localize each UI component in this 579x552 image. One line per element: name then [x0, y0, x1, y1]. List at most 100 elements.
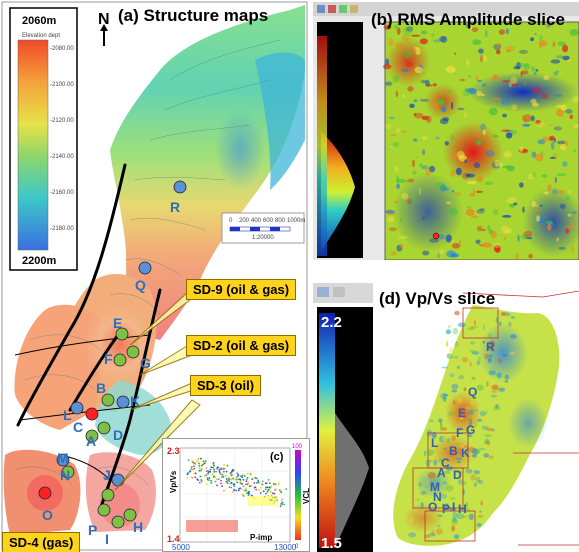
vpvs-speckle-dot	[420, 501, 424, 508]
crossplot-point	[242, 485, 245, 488]
rms-speckle-dot	[405, 62, 414, 68]
rms-speckle-dot	[466, 60, 469, 66]
rms-speckle-dot	[451, 243, 461, 249]
rms-speckle-dot	[545, 22, 554, 26]
crossplot-point	[220, 479, 222, 482]
vpvs-speckle-dot	[445, 329, 451, 335]
vpvs-speckle-dot	[477, 418, 483, 422]
rms-speckle-dot	[530, 37, 534, 42]
vpvs-speckle-dot	[482, 340, 486, 344]
crossplot-point	[199, 475, 202, 478]
rms-speckle-dot	[536, 215, 540, 223]
callout-sd9: SD-9 (oil & gas)	[186, 279, 297, 300]
vpvs-speckle-dot	[498, 387, 506, 392]
vpvs-speckle-dot	[476, 360, 481, 366]
crossplot-point	[210, 479, 212, 482]
crossplot-point	[227, 476, 230, 478]
rms-speckle-dot	[414, 66, 424, 74]
crossplot-point	[219, 471, 221, 474]
vpvs-speckle-dot	[476, 384, 484, 391]
crossplot-point	[268, 482, 271, 484]
vpvs-speckle-dot	[443, 394, 449, 397]
vpvs-speckle-dot	[475, 476, 481, 483]
rms-speckle-dot	[548, 124, 554, 127]
vpvs-speckle-dot	[437, 514, 443, 517]
crossplot-point	[209, 471, 212, 473]
vpvs-speckle-dot	[474, 421, 477, 427]
vpvs-speckle-dot	[445, 340, 449, 347]
map-low-east	[215, 110, 265, 190]
rms-speckle-dot	[496, 49, 501, 55]
vpvs-speckle-dot	[486, 428, 494, 432]
vpvs-speckle-dot	[452, 517, 457, 522]
crossplot-point	[204, 460, 207, 462]
crossplot-xright: 13000	[274, 543, 297, 552]
crossplot-point	[247, 494, 250, 497]
vpvs-label-P: P	[442, 502, 450, 516]
crossplot-point	[257, 479, 259, 482]
rms-speckle-dot	[409, 103, 415, 109]
crossplot-point	[205, 467, 208, 469]
crossplot-point	[245, 488, 247, 491]
vpvs-speckle-dot	[418, 482, 422, 487]
vpvs-speckle-dot	[479, 410, 486, 417]
rms-speckle-dot	[549, 135, 555, 142]
rms-speckle-dot	[539, 40, 548, 47]
vpvs-speckle-dot	[431, 530, 435, 536]
vpvs-label-I: I	[452, 500, 455, 514]
crossplot-point	[221, 473, 224, 476]
crossplot-point	[261, 483, 263, 485]
rms-speckle-dot	[425, 168, 431, 177]
vpvs-speckle-dot	[499, 321, 502, 327]
crossplot-point	[237, 489, 240, 492]
rms-speckle-dot	[429, 238, 440, 243]
rms-speckle-dot	[546, 24, 551, 28]
vpvs-label-F: F	[456, 426, 463, 440]
rms-speckle-dot	[523, 82, 527, 87]
rms-speckle-dot	[392, 74, 400, 83]
well-label-I: I	[105, 531, 109, 547]
rms-speckle-dot	[556, 190, 565, 194]
crossplot-point	[241, 476, 244, 479]
rms-speckle-dot	[522, 206, 525, 213]
vpvs-speckle-dot	[468, 378, 474, 381]
vpvs-speckle-dot	[454, 341, 459, 347]
rms-speckle-dot	[493, 241, 501, 249]
well-labels: R Q E F G B K L C D A M N O J P I H	[42, 199, 180, 547]
vpvs-speckle-dot	[452, 356, 459, 359]
vpvs-label-M: M	[430, 480, 440, 494]
crossplot-point	[214, 476, 217, 479]
rms-speckle-dot	[483, 129, 486, 136]
rms-speckle-dot	[394, 165, 399, 173]
rms-speckle-dot	[522, 114, 532, 123]
rms-speckle-dot	[455, 167, 462, 176]
rms-speckle-dot	[413, 198, 417, 201]
rms-speckle-dot	[519, 146, 524, 152]
vpvs-speckle-dot	[427, 472, 436, 479]
rms-low-sw	[393, 172, 463, 252]
well-label-N: N	[60, 467, 70, 483]
crossplot-point	[213, 464, 215, 467]
well-R	[173, 180, 187, 194]
rms-speckle-dot	[388, 116, 395, 120]
crossplot-point	[216, 468, 218, 470]
legend-tick-1: -2100.00	[50, 82, 74, 88]
vpvs-speckle-dot	[456, 448, 464, 455]
crossplot-point	[230, 478, 232, 481]
vpvs-speckle-dot	[454, 533, 460, 538]
well-label-G: G	[140, 355, 151, 371]
rms-speckle-dot	[412, 159, 415, 168]
rms-speckle-dot	[455, 192, 462, 196]
crossplot-point	[229, 472, 232, 475]
rms-high-center	[443, 122, 503, 182]
rms-speckle-dot	[565, 109, 573, 114]
vpvs-label-H: H	[458, 502, 467, 516]
crossplot-point	[274, 484, 276, 487]
vpvs-speckle-dot	[471, 453, 478, 458]
crossplot-point	[194, 476, 197, 479]
well-C	[85, 407, 99, 421]
rms-speckle-dot	[413, 46, 419, 49]
crossplot-point	[225, 478, 228, 480]
rms-speckle-dot	[531, 151, 537, 158]
rms-amplitude-slice	[313, 2, 579, 260]
